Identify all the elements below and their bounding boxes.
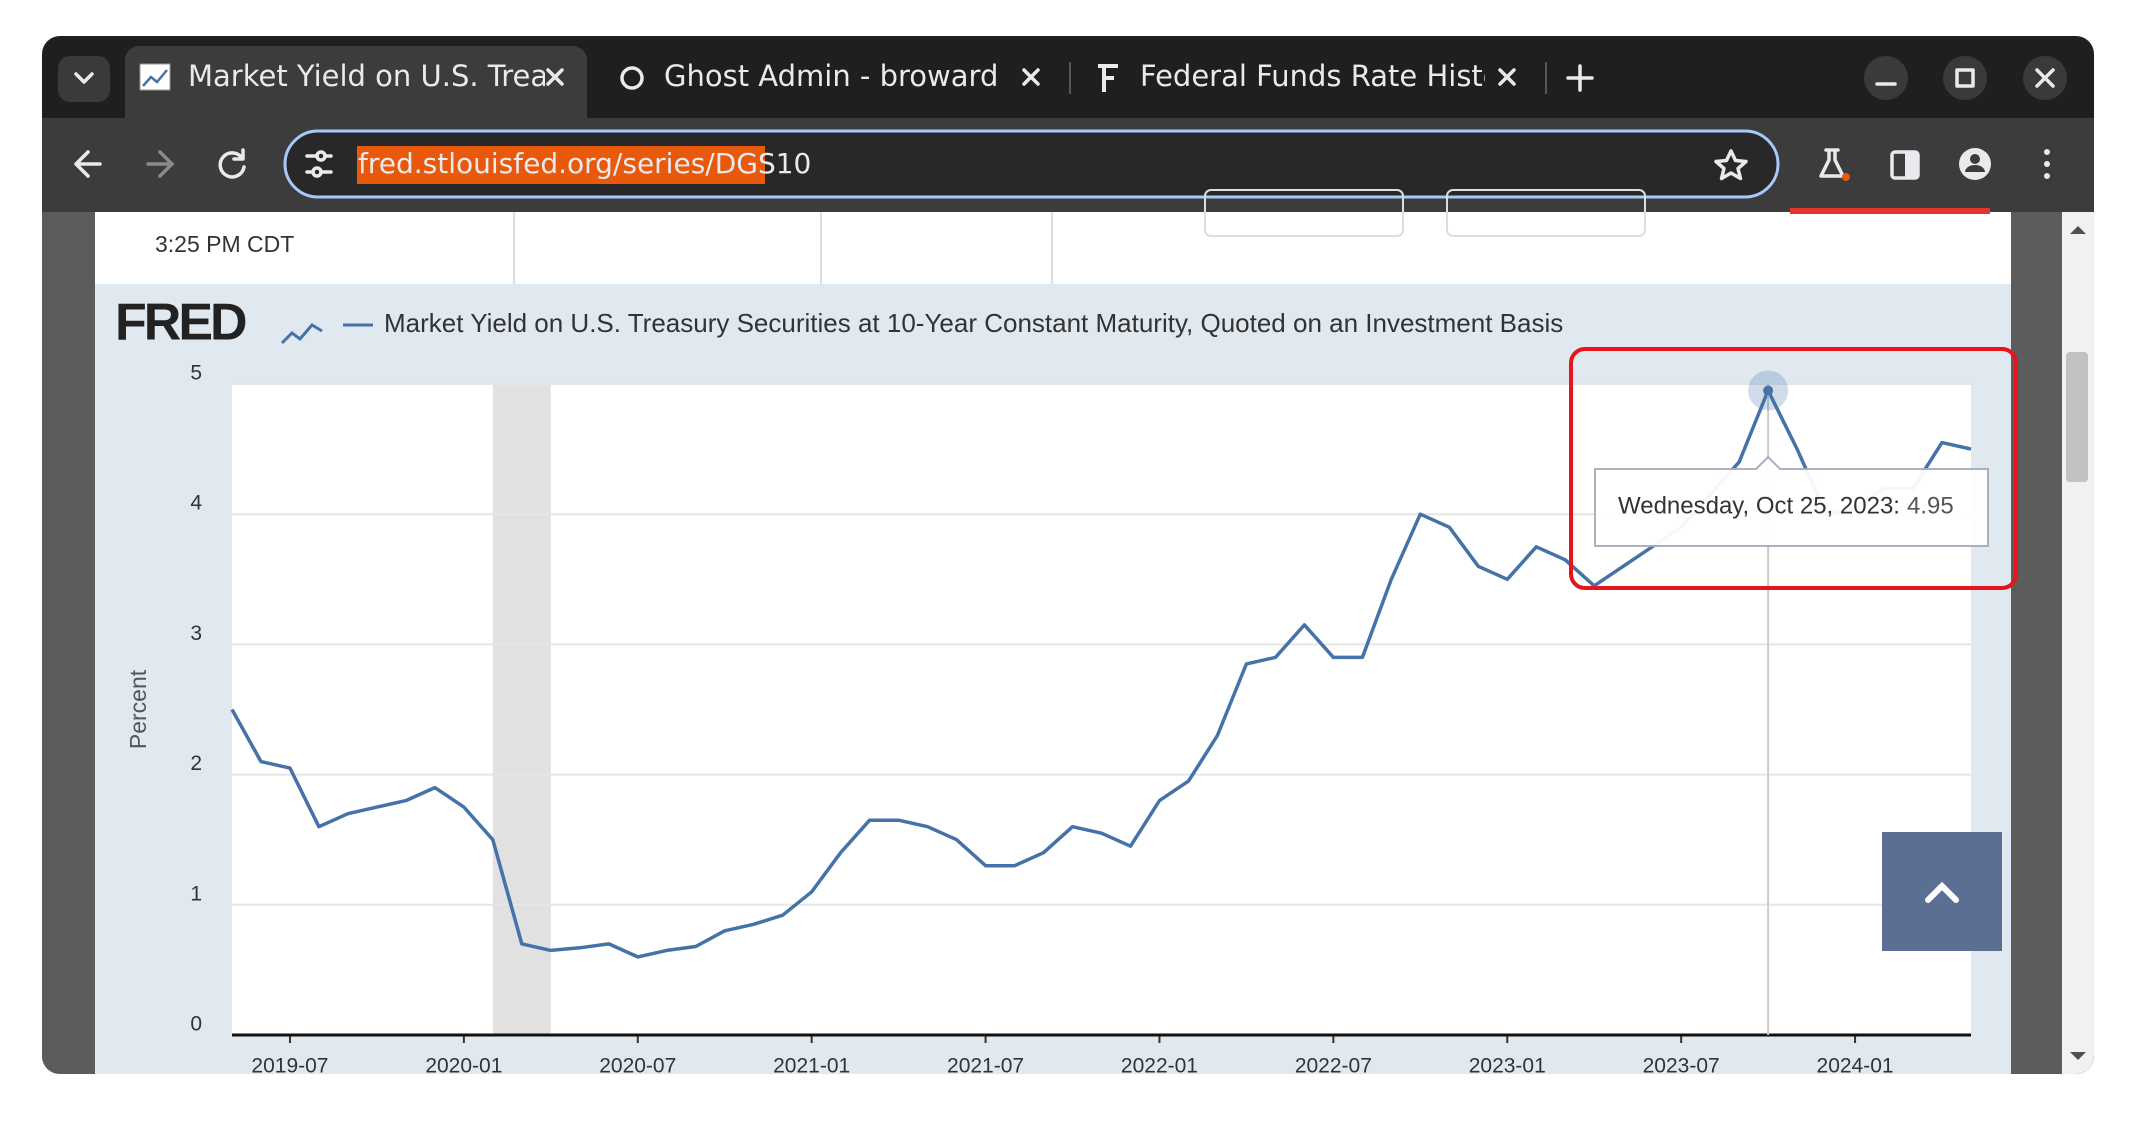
scrollbar-thumb[interactable]	[2066, 352, 2088, 482]
reload[interactable]	[218, 148, 246, 179]
tab-title[interactable]: Ghost Admin - broward	[664, 59, 998, 93]
y-tick-label: 5	[190, 362, 202, 385]
fred-logo: FRED	[115, 294, 246, 352]
tab-title: Market Yield on U.S. Trea	[188, 59, 548, 93]
page-button[interactable]	[1446, 189, 1646, 237]
menu-dot	[2044, 161, 2050, 167]
y-axis-label: Percent	[125, 669, 151, 749]
browser-window: Market Yield on U.S. Trea Ghost Admin - …	[42, 36, 2094, 1078]
x-tick-label: 2020-01	[425, 1055, 502, 1078]
plot: 0 1 2 3 4 5 Percent 2019-07 2020-01 2020-07 2021-0…	[125, 308, 1989, 1078]
y-tick-label: 2	[190, 752, 202, 775]
y-tick-label: 3	[190, 622, 202, 645]
maximize[interactable]	[1943, 56, 1987, 100]
profile-head	[1970, 154, 1980, 164]
maximize-icon	[1955, 68, 1975, 88]
labs-badge	[1842, 173, 1850, 181]
chart-title: Market Yield on U.S. Treasury Securities…	[384, 308, 1563, 338]
tab-search[interactable]	[58, 56, 110, 102]
back[interactable]	[74, 150, 102, 178]
y-tick-label: 4	[190, 492, 202, 515]
tooltip-label: Wednesday, Oct 25, 2023:	[1618, 492, 1900, 519]
x-tick-label: 2019-07	[251, 1055, 328, 1078]
menu-dot[interactable]	[2044, 149, 2050, 155]
highlight-box	[1569, 347, 2018, 590]
tab-close[interactable]	[1498, 68, 1516, 86]
tooltip-value: 4.95	[1907, 492, 1954, 519]
y-tick-label: 0	[190, 1013, 202, 1036]
scrollbar[interactable]	[2062, 212, 2094, 1074]
tab-close[interactable]	[546, 68, 564, 86]
tab-favicon-line	[142, 69, 168, 87]
page-button-edge[interactable]	[1790, 208, 1990, 214]
close-icon	[2035, 68, 2055, 88]
url-selection	[357, 146, 765, 184]
active-tab[interactable]	[125, 46, 587, 118]
tab-favicon	[139, 63, 171, 91]
profile-body	[1965, 165, 1985, 172]
x-tick-label: 2023-01	[1469, 1055, 1546, 1078]
scroll-to-top[interactable]	[1882, 832, 2002, 951]
side-panel-fill	[1905, 152, 1918, 178]
x-tick-label: 2021-01	[773, 1055, 850, 1078]
tab-favicon	[620, 66, 644, 90]
tab-close[interactable]	[1022, 68, 1040, 86]
tab-favicon	[1098, 64, 1118, 92]
scroll-to-top-icon	[1925, 881, 1959, 903]
x-tick-label: 2023-07	[1643, 1055, 1720, 1078]
site-info[interactable]	[305, 154, 333, 174]
tab-search-icon	[74, 72, 94, 84]
recession-shade	[492, 384, 551, 1035]
tooltip-box	[1594, 455, 1989, 547]
url-text[interactable]: fred.stlouisfed.org/series/DGS10	[358, 147, 811, 180]
updated-time: 3:25 PM CDT	[155, 231, 294, 257]
site-info-dot	[311, 166, 323, 178]
forward[interactable]	[146, 150, 175, 178]
x-tick-label: 2024-01	[1817, 1055, 1894, 1078]
y-tick-label: 1	[190, 882, 202, 905]
tab-title[interactable]: Federal Funds Rate Histo	[1140, 59, 1501, 93]
site-info-dot	[315, 150, 327, 162]
menu-dot	[2044, 173, 2050, 179]
minimize[interactable]	[1864, 56, 1908, 100]
x-tick-label: 2020-07	[599, 1055, 676, 1078]
fred-logo-icon	[280, 323, 323, 345]
x-tick-label: 2022-07	[1295, 1055, 1372, 1078]
labs[interactable]	[1819, 148, 1845, 178]
bookmark[interactable]	[1714, 149, 1748, 181]
x-tick-label: 2021-07	[947, 1055, 1024, 1078]
new-tab[interactable]	[1566, 64, 1594, 92]
hover-point	[1763, 385, 1774, 396]
x-tick-label: 2022-01	[1121, 1055, 1198, 1078]
page-button[interactable]	[1204, 189, 1404, 237]
